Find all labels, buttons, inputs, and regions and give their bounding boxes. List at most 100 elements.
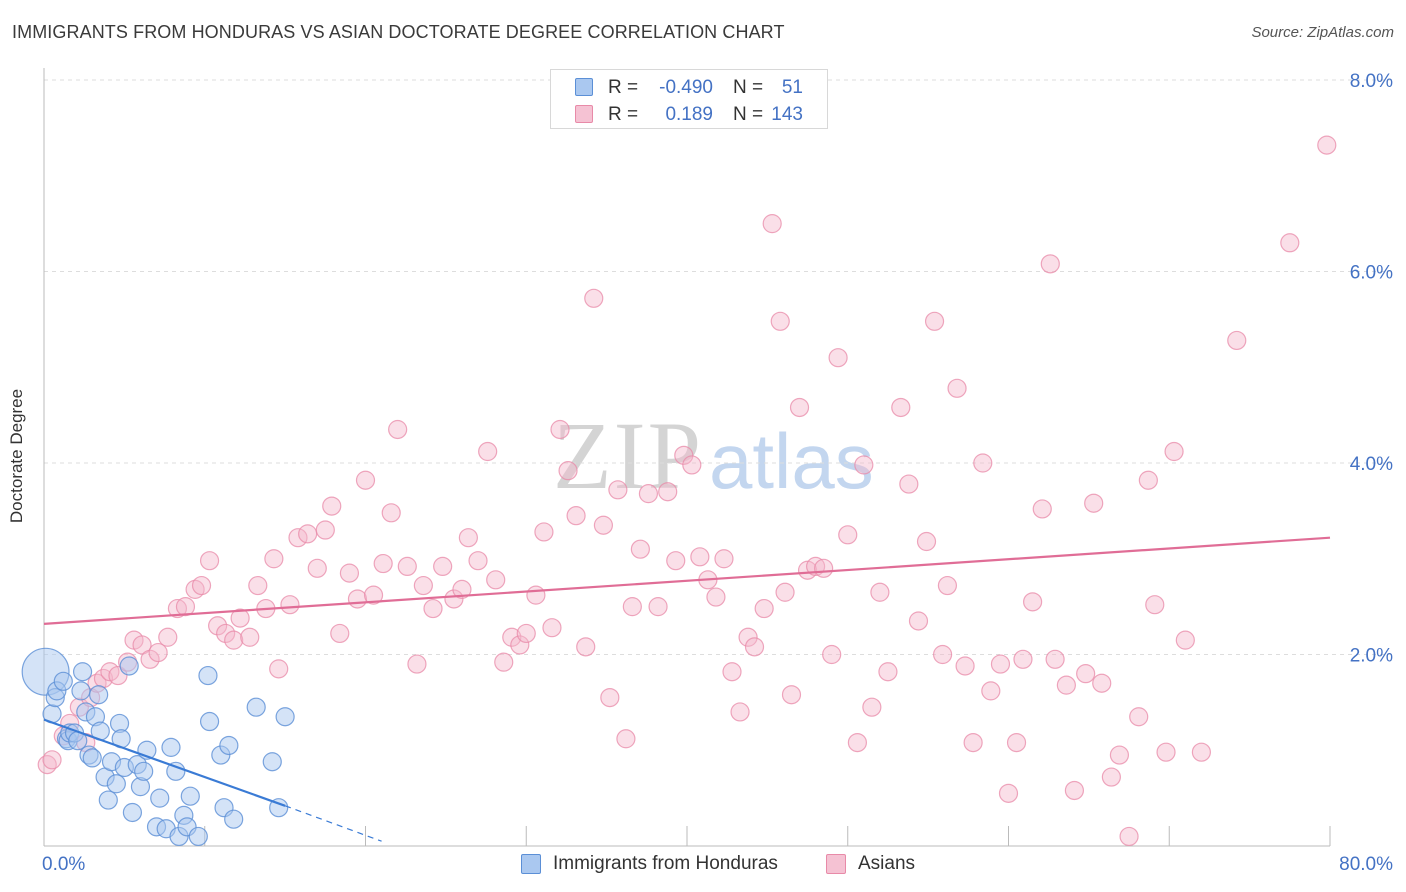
- stats-r-value: 0.189: [665, 104, 713, 125]
- stats-r-value: -0.490: [659, 77, 713, 98]
- data-point-asians: [516, 623, 536, 644]
- data-point-asians: [468, 551, 488, 571]
- data-point-asians: [1156, 742, 1176, 762]
- data-point-asians: [1164, 441, 1184, 462]
- data-point-asians: [175, 597, 196, 617]
- stats-r-label: R =: [608, 104, 639, 125]
- data-point-asians: [494, 652, 514, 672]
- data-point-asians: [899, 474, 919, 494]
- data-point-asians: [622, 597, 642, 617]
- stats-n-value: 143: [771, 104, 803, 125]
- data-point-honduras: [275, 707, 295, 727]
- data-point-asians: [42, 750, 62, 770]
- data-point-asians: [1280, 233, 1300, 253]
- data-point-asians: [955, 656, 975, 676]
- data-point-asians: [478, 441, 498, 462]
- data-point-asians: [1013, 649, 1033, 669]
- data-point-asians: [722, 662, 742, 682]
- data-point-asians: [1092, 673, 1112, 693]
- grid-lines: [44, 79, 1392, 655]
- data-point-asians: [230, 608, 250, 628]
- data-point-asians: [216, 623, 236, 644]
- data-point-asians: [706, 587, 726, 607]
- stats-box: R = -0.490 N = 51 R = 0.189 N = 143: [550, 69, 828, 129]
- data-point-asians: [616, 729, 636, 749]
- data-point-asians: [576, 637, 596, 657]
- data-point-asians: [963, 732, 983, 753]
- data-point-asians: [738, 627, 758, 647]
- data-point-asians: [1084, 493, 1104, 513]
- data-point-asians: [1138, 470, 1158, 490]
- data-point-honduras: [224, 809, 244, 829]
- data-point-honduras: [199, 711, 220, 732]
- data-point-honduras: [188, 826, 208, 847]
- data-point-asians: [1006, 732, 1027, 753]
- data-point-asians: [307, 558, 327, 578]
- data-point-asians: [502, 627, 522, 647]
- data-point-asians: [648, 597, 668, 617]
- data-point-asians: [1032, 499, 1052, 519]
- data-point-asians: [191, 575, 212, 596]
- data-point-asians: [298, 524, 318, 544]
- data-point-asians: [1045, 649, 1065, 669]
- data-point-honduras: [150, 788, 170, 808]
- data-point-asians: [510, 635, 530, 655]
- data-point-asians: [240, 627, 260, 647]
- stats-r-label: R =: [608, 77, 639, 98]
- data-point-asians: [330, 623, 350, 644]
- data-point-asians: [486, 570, 506, 590]
- data-point-asians: [762, 214, 782, 234]
- data-point-asians: [600, 687, 620, 708]
- data-point-asians: [932, 644, 953, 665]
- data-point-honduras: [269, 798, 289, 818]
- x-tick-label: 80.0%: [1339, 854, 1393, 875]
- data-point-asians: [981, 681, 1001, 701]
- data-point-asians: [558, 461, 578, 481]
- data-point-asians: [433, 556, 453, 577]
- data-point-asians: [781, 685, 802, 705]
- chart-title: IMMIGRANTS FROM HONDURAS VS ASIAN DOCTOR…: [12, 22, 785, 42]
- data-point-asians: [526, 585, 546, 605]
- data-point-asians: [452, 579, 472, 599]
- data-point-asians: [280, 595, 300, 615]
- data-point-asians: [584, 288, 604, 308]
- data-point-asians: [714, 549, 734, 569]
- trend-lines: [43, 536, 1331, 842]
- data-point-asians: [916, 531, 937, 552]
- data-point-honduras: [122, 802, 143, 823]
- data-point-asians: [1023, 592, 1043, 612]
- data-point-asians: [199, 551, 220, 571]
- data-point-asians: [248, 575, 268, 596]
- data-point-honduras: [82, 748, 102, 768]
- data-point-asians: [407, 654, 427, 674]
- legend-label: Asians: [858, 853, 916, 874]
- data-point-asians: [838, 525, 858, 545]
- y-tick-label: 2.0%: [1350, 646, 1393, 667]
- legend-swatch-blue: [521, 854, 541, 874]
- data-point-asians: [288, 528, 308, 548]
- data-point-honduras: [262, 752, 282, 772]
- data-point-asians: [269, 659, 289, 679]
- data-point-asians: [630, 539, 650, 559]
- data-point-asians: [1129, 707, 1149, 727]
- data-point-asians: [924, 311, 945, 331]
- data-point-asians: [814, 558, 834, 578]
- data-point-honduras: [106, 774, 126, 794]
- data-point-asians: [347, 589, 368, 609]
- data-point-asians: [423, 598, 443, 619]
- data-point-honduras: [180, 786, 200, 806]
- data-point-asians: [322, 496, 342, 516]
- data-point-asians: [908, 611, 929, 631]
- data-point-asians: [1101, 767, 1121, 787]
- data-point-asians: [947, 378, 967, 398]
- data-point-asians: [444, 589, 464, 609]
- data-point-asians: [315, 520, 335, 540]
- legend: Immigrants from Honduras Asians: [0, 852, 1406, 876]
- data-point-asians: [730, 702, 750, 722]
- trend-line-asians: [43, 536, 1331, 625]
- data-point-asians: [566, 506, 586, 526]
- data-point-asians: [158, 627, 178, 647]
- y-tick-label: 6.0%: [1350, 263, 1393, 284]
- stats-n-value: 51: [781, 77, 803, 98]
